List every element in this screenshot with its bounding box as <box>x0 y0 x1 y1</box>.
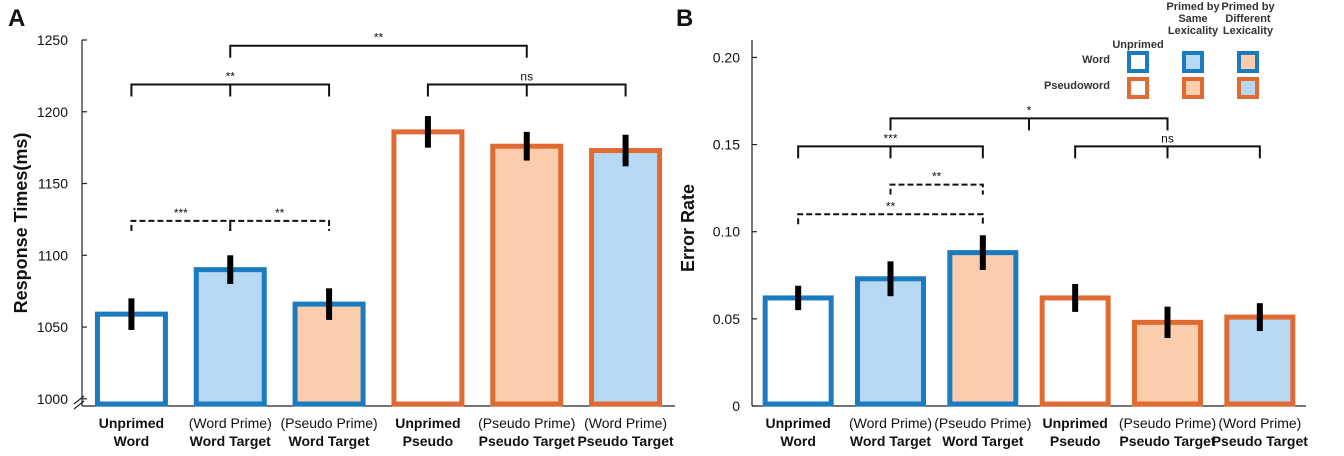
significance-label: ** <box>374 31 384 45</box>
y-tick-label: 0.05 <box>713 311 740 327</box>
axis-break-mark <box>73 395 85 405</box>
category-label-line2: Pseudo Target <box>1212 433 1309 449</box>
legend-swatch <box>1127 77 1149 99</box>
significance-label: ** <box>275 206 285 220</box>
category-label-line2: Pseudo <box>403 433 454 449</box>
category-label-line1: (Word Prime) <box>189 415 272 431</box>
bar <box>1039 295 1111 407</box>
y-axis-label: Response Times(ms) <box>11 133 31 314</box>
bar <box>490 143 564 407</box>
bar <box>855 276 926 407</box>
significance-bracket <box>797 213 984 225</box>
legend-column-header: Lexicality <box>1168 25 1219 37</box>
legend-column-header: Primed by <box>1221 1 1275 13</box>
y-tick-label: 1000 <box>37 391 68 407</box>
category-label-line1: (Word Prime) <box>1218 415 1301 431</box>
category-label-line2: Word Target <box>942 433 1023 449</box>
bar <box>391 129 465 407</box>
legend-swatch <box>1127 51 1149 73</box>
significance-label: ns <box>1161 131 1174 145</box>
category-label-line1: Unprimed <box>99 415 164 431</box>
category-label-line1: (Word Prime) <box>849 415 932 431</box>
legend-column-header: Unprimed <box>1112 39 1163 51</box>
bar <box>193 267 267 407</box>
category-label-line1: (Word Prime) <box>584 415 667 431</box>
y-tick-label: 1050 <box>37 319 68 335</box>
bar <box>762 295 834 407</box>
chart-a: 1000 1050 1100 1150 1200 1250 Response Times(m… <box>11 31 675 449</box>
category-label-line2: Word <box>114 433 150 449</box>
bar <box>1224 314 1296 407</box>
significance-label: ** <box>932 170 942 184</box>
significance-bracket <box>426 83 627 97</box>
significance-label: *** <box>883 131 897 145</box>
significance-label: ns <box>520 69 533 83</box>
category-label-line1: (Pseudo Prime) <box>478 415 575 431</box>
y-tick-label: 0 <box>732 398 740 414</box>
y-axis-label: Error Rate <box>678 184 698 272</box>
y-tick-label: 0.10 <box>713 224 740 240</box>
bar <box>947 250 1019 407</box>
y-tick-label: 0.20 <box>713 49 740 65</box>
y-tick-label: 1200 <box>37 104 68 120</box>
significance-bracket <box>130 83 331 97</box>
legend-swatch <box>1237 51 1259 73</box>
legend-row-label: Pseudoword <box>1044 80 1110 92</box>
y-tick-label: 0.15 <box>713 137 740 153</box>
category-label-line1: Unprimed <box>395 415 460 431</box>
category-label-line2: Pseudo <box>1050 433 1101 449</box>
significance-label: ** <box>886 199 896 213</box>
legend-column-header: Different <box>1225 13 1271 25</box>
category-label-line2: Word Target <box>190 433 271 449</box>
category-label-line2: Pseudo Target <box>577 433 674 449</box>
y-tick-label: 1100 <box>38 247 68 263</box>
legend-swatch <box>1182 51 1204 73</box>
category-label-line1: (Pseudo Prime) <box>934 415 1031 431</box>
y-tick-label: 1150 <box>38 176 68 192</box>
y-tick-label: 1250 <box>37 32 68 48</box>
category-label-line2: Word Target <box>289 433 370 449</box>
significance-bracket <box>229 44 528 58</box>
panel-a-letter: A <box>8 5 25 32</box>
significance-label: ** <box>226 69 236 83</box>
category-label-line1: Unprimed <box>765 415 830 431</box>
bar <box>589 148 663 407</box>
legend-column-header: Primed by <box>1166 1 1220 13</box>
legend-swatch <box>1237 77 1259 99</box>
significance-bracket <box>130 219 232 231</box>
category-label-line2: Pseudo Target <box>1119 433 1216 449</box>
significance-bracket <box>889 183 984 195</box>
panel-b-letter: B <box>676 5 693 32</box>
legend-row-label: Word <box>1082 54 1110 66</box>
category-label-line1: (Pseudo Prime) <box>280 415 377 431</box>
significance-bracket <box>797 145 984 159</box>
significance-bracket <box>229 219 331 231</box>
category-label-line1: (Pseudo Prime) <box>1119 415 1216 431</box>
significance-bracket <box>1074 145 1261 159</box>
category-label-line1: Unprimed <box>1042 415 1107 431</box>
legend-swatch <box>1182 77 1204 99</box>
category-label-line2: Word <box>780 433 816 449</box>
significance-label: * <box>1027 103 1032 117</box>
category-label-line2: Word Target <box>850 433 931 449</box>
legend-column-header: Lexicality <box>1223 25 1274 37</box>
category-label-line2: Pseudo Target <box>479 433 576 449</box>
significance-label: *** <box>174 206 188 220</box>
axis-break-mark <box>73 400 85 410</box>
legend-column-header: Same <box>1178 13 1207 25</box>
